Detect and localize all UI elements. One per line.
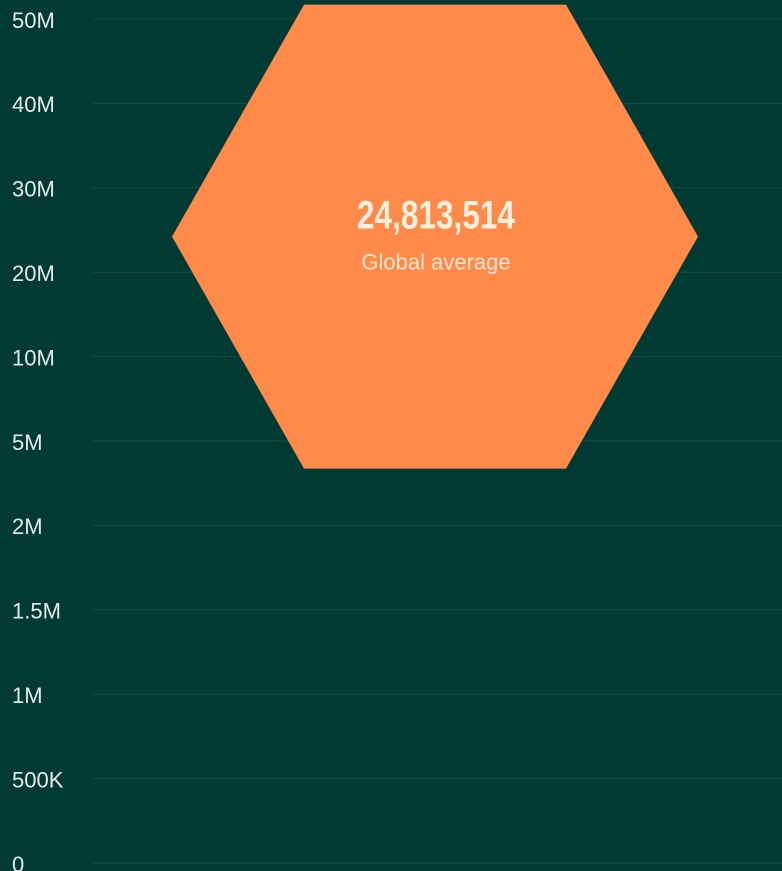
value-label: 24,813,514 [357, 194, 516, 238]
y-tick-label: 50M [12, 8, 55, 33]
y-tick-label: 1.5M [12, 599, 61, 624]
y-tick-label: 10M [12, 345, 55, 370]
y-tick-label: 2M [12, 514, 43, 539]
y-tick-label: 1M [12, 683, 43, 708]
y-tick-label: 0 [12, 852, 24, 871]
y-tick-label: 20M [12, 261, 55, 286]
y-tick-label: 500K [12, 767, 64, 792]
category-label: Global average [361, 250, 510, 275]
y-tick-label: 30M [12, 177, 55, 202]
y-tick-label: 40M [12, 92, 55, 117]
hexagon [172, 4, 698, 469]
y-tick-label: 5M [12, 430, 43, 455]
